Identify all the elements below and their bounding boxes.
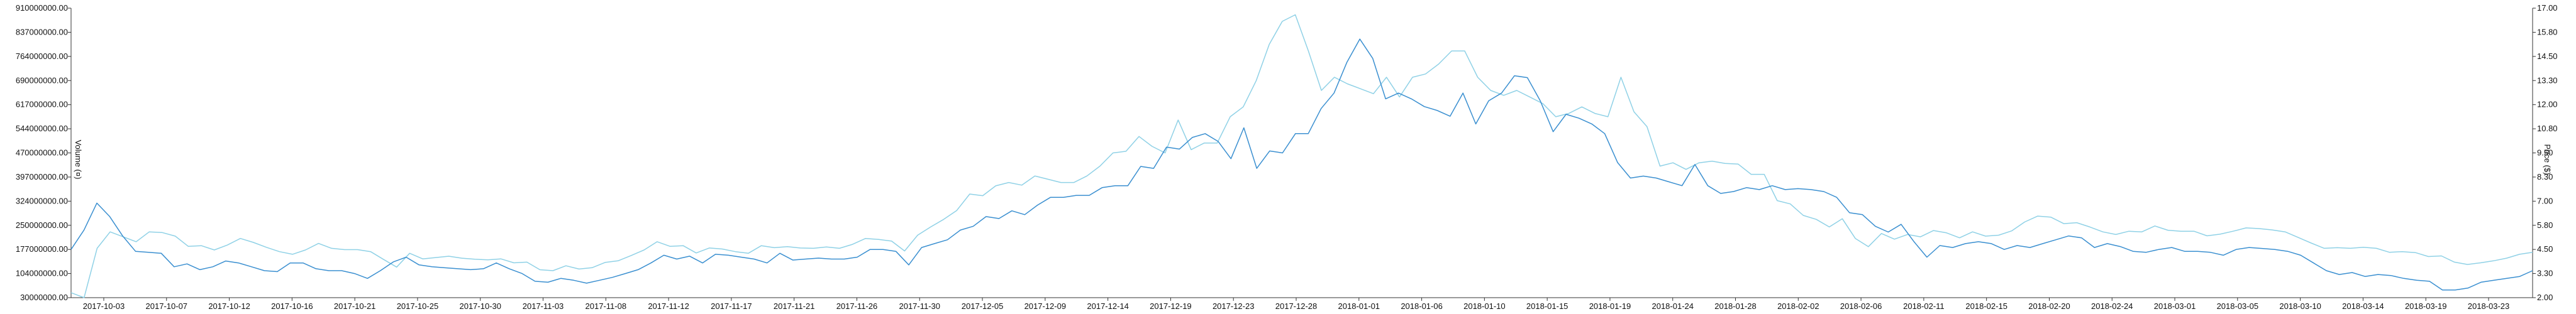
x-tick-label: 2018-03-05 [2217,301,2259,311]
x-tick-label: 2017-10-16 [271,301,313,311]
left-tick-label: 764000000.00 [16,51,68,61]
left-tick-label: 837000000.00 [16,27,68,36]
x-tick-label: 2018-03-01 [2154,301,2196,311]
x-tick-label: 2018-01-10 [1463,301,1506,311]
x-tick-label: 2018-03-14 [2342,301,2384,311]
x-tick-label: 2017-10-21 [334,301,376,311]
x-tick-label: 2018-03-19 [2405,301,2447,311]
x-tick-label: 2017-11-26 [836,301,878,311]
x-tick-label: 2017-12-09 [1024,301,1067,311]
right-tick-label: 2.00 [2537,293,2553,302]
price-series-line [70,38,2533,291]
left-tick-label: 30000000.00 [20,293,68,302]
right-tick-label: 8.30 [2537,172,2553,181]
x-tick-label: 2018-01-06 [1401,301,1443,311]
x-tick-label: 2017-12-19 [1150,301,1192,311]
left-tick-label: 544000000.00 [16,124,68,133]
right-tick-label: 13.30 [2537,75,2558,85]
volume-series-line [70,14,2533,298]
left-tick-label: 324000000.00 [16,196,68,205]
right-tick-label: 7.00 [2537,196,2553,205]
right-tick-label: 5.80 [2537,220,2553,230]
x-tick-label: 2018-02-15 [1965,301,2007,311]
x-tick-label: 2018-01-28 [1714,301,1757,311]
x-tick-label: 2017-11-17 [711,301,752,311]
left-tick-label: 617000000.00 [16,100,68,109]
x-tick-label: 2017-12-23 [1213,301,1255,311]
x-tick-label: 2017-11-30 [899,301,940,311]
left-tick-label: 470000000.00 [16,148,68,158]
x-tick-label: 2017-10-12 [208,301,250,311]
right-tick-label: 9.50 [2537,148,2553,158]
x-tick-label: 2017-12-28 [1275,301,1318,311]
x-tick-label: 2018-01-19 [1589,301,1631,311]
left-tick-label: 104000000.00 [16,269,68,278]
x-tick-label: 2018-03-10 [2279,301,2321,311]
right-tick-label: 12.00 [2537,100,2558,109]
left-tick-label: 250000000.00 [16,220,68,230]
x-tick-label: 2017-12-05 [962,301,1004,311]
right-axis: 2.00 3.30 4.50 5.80 7.00 8.30 9.50 10.80 12.00 13… [2532,3,2558,302]
right-tick-label: 3.30 [2537,269,2553,278]
x-tick-label: 2018-01-01 [1338,301,1380,311]
x-tick-label: 2017-10-25 [397,301,439,311]
left-axis-title: Volume (¤) [74,140,83,180]
right-tick-label: 4.50 [2537,244,2553,254]
x-tick-label: 2018-03-23 [2468,301,2510,311]
x-axis: 2017-10-03 2017-10-07 2017-10-12 2017-10-16… [71,297,2533,311]
x-tick-label: 2018-01-15 [1526,301,1568,311]
series-layer [70,14,2533,298]
x-tick-label: 2017-11-03 [523,301,564,311]
left-tick-label: 910000000.00 [16,3,68,13]
x-tick-label: 2017-10-07 [146,301,188,311]
left-axis: 30000000.00 104000000.00 177000000.00 25000… [16,3,72,302]
x-tick-label: 2017-11-21 [774,301,815,311]
right-axis-title: Price ($) [2543,144,2552,175]
x-tick-label: 2017-12-14 [1087,301,1129,311]
x-tick-label: 2017-10-03 [83,301,125,311]
x-tick-label: 2017-11-12 [648,301,689,311]
left-tick-label: 397000000.00 [16,172,68,181]
x-tick-label: 2018-02-06 [1840,301,1882,311]
left-tick-label: 690000000.00 [16,75,68,85]
right-tick-label: 15.80 [2537,27,2558,36]
x-tick-label: 2017-10-30 [459,301,501,311]
x-tick-label: 2018-02-24 [2091,301,2133,311]
x-tick-label: 2018-01-24 [1652,301,1694,311]
x-tick-label: 2018-02-11 [1903,301,1945,311]
x-tick-label: 2018-02-20 [2028,301,2070,311]
right-tick-label: 10.80 [2537,124,2558,133]
left-tick-label: 177000000.00 [16,244,68,254]
right-tick-label: 14.50 [2537,51,2558,61]
x-tick-label: 2017-11-08 [586,301,627,311]
right-tick-label: 17.00 [2537,3,2558,13]
x-tick-label: 2018-02-02 [1777,301,1819,311]
